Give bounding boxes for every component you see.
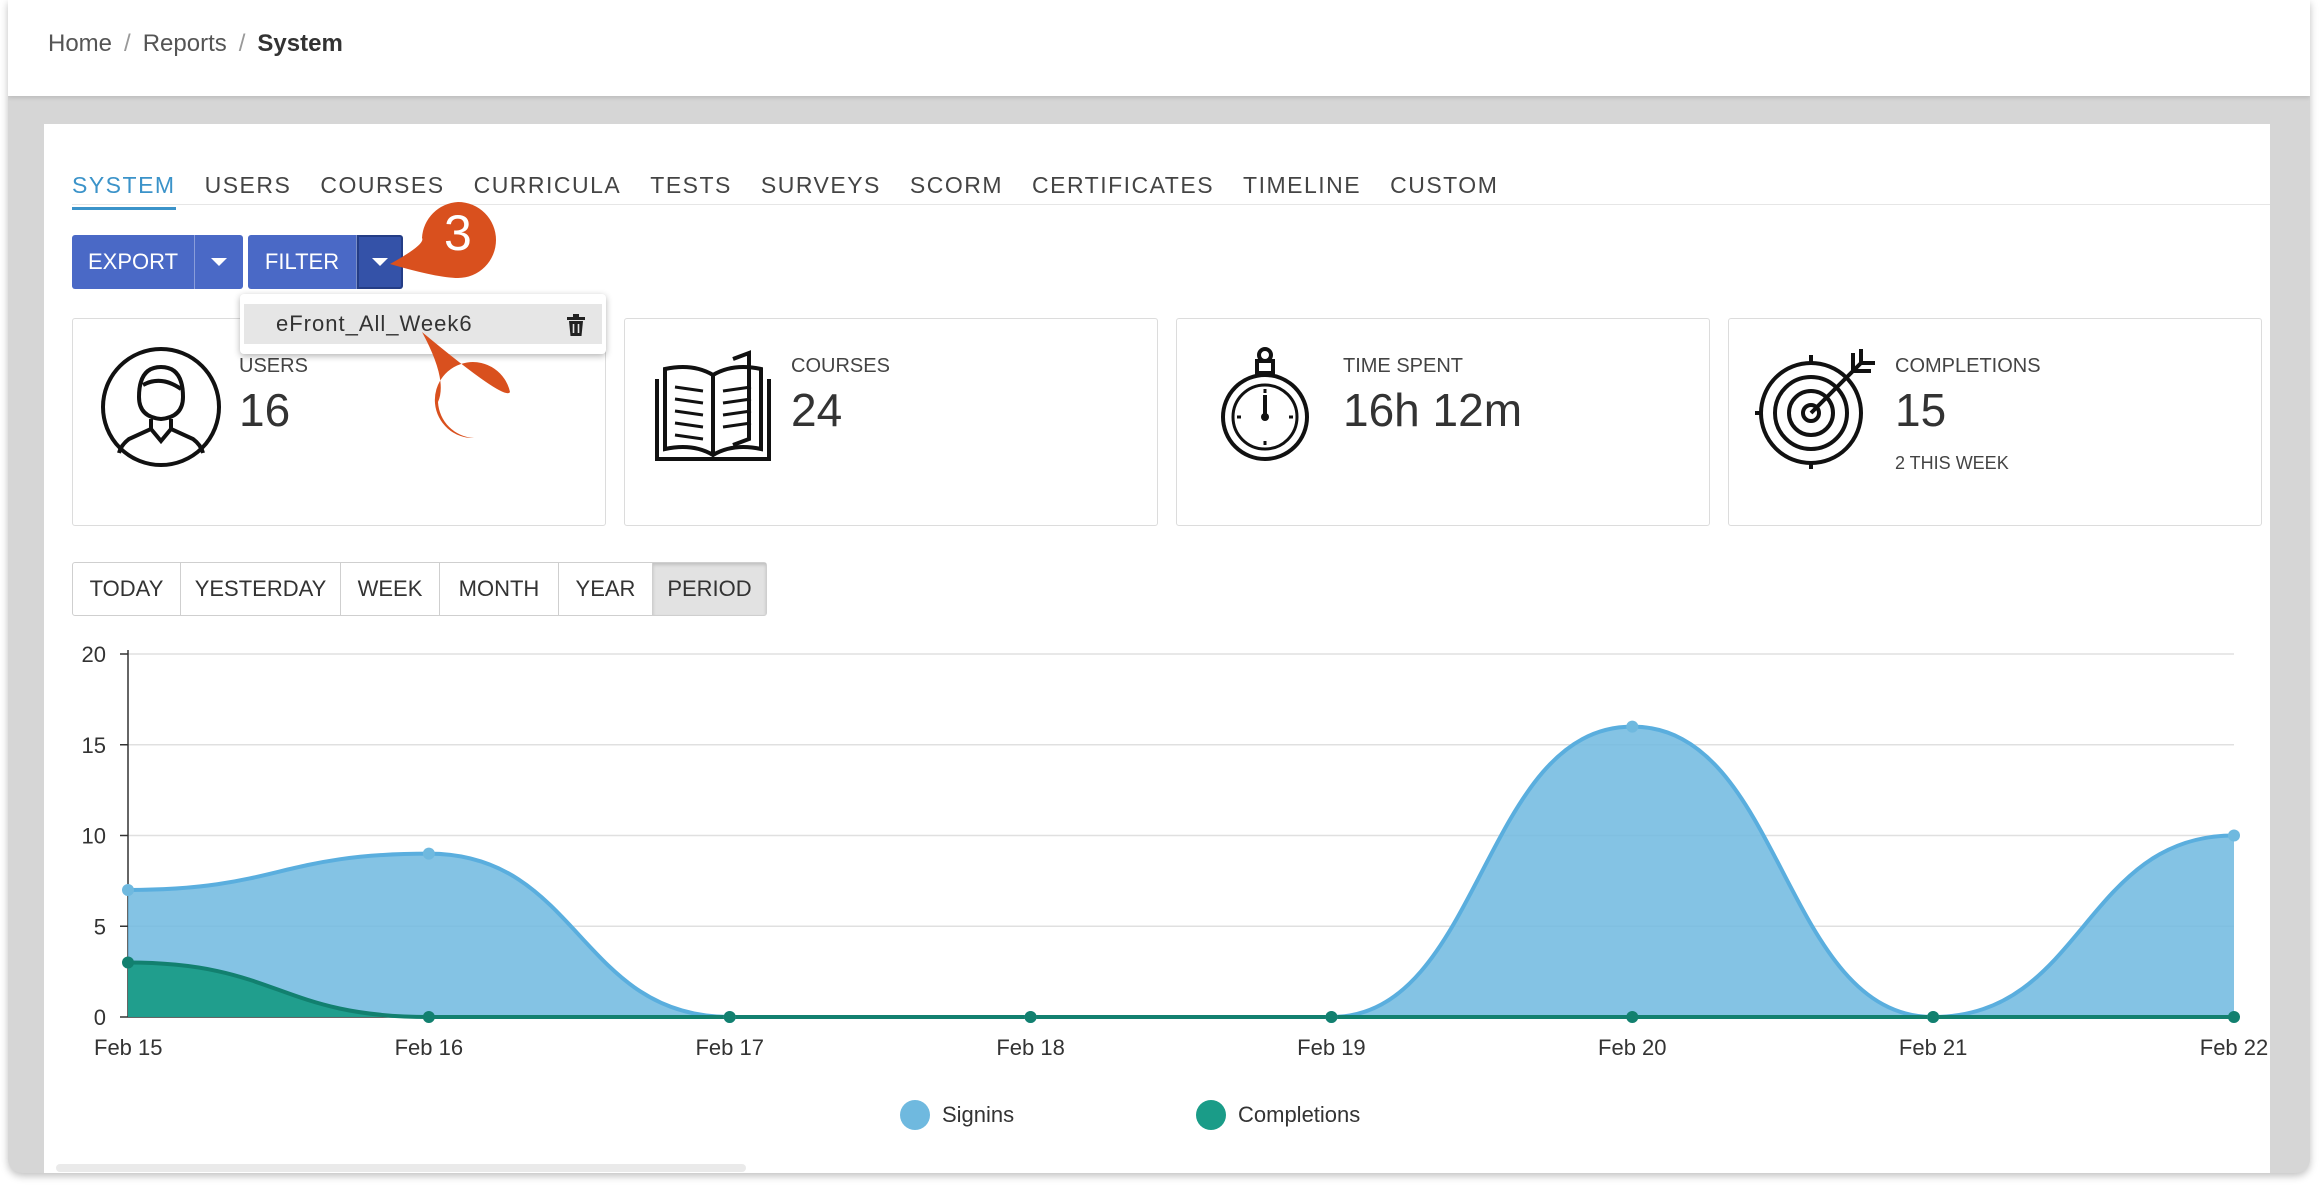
tab-custom[interactable]: CUSTOM: [1390, 172, 1499, 198]
breadcrumb: Home / Reports / System: [48, 30, 343, 58]
stat-value: 24: [791, 384, 843, 436]
open-book-icon: [655, 350, 771, 461]
x-tick-label: Feb 22: [2200, 1035, 2269, 1060]
data-point-completions: [1325, 1011, 1338, 1023]
stat-value: 16h 12m: [1343, 384, 1523, 436]
data-point-signins: [122, 883, 134, 896]
data-point-completions: [2228, 1011, 2240, 1023]
activity-chart: 0 5 10 15 20 Feb 15 Feb 16 Feb 17 Feb 18 Feb 19 Fe…: [82, 642, 2269, 1060]
tab-timeline[interactable]: TIMELINE: [1243, 172, 1362, 198]
period-yesterday-button[interactable]: YESTERDAY: [181, 563, 341, 615]
data-point-signins: [1626, 720, 1639, 733]
breadcrumb-reports[interactable]: Reports: [142, 30, 227, 57]
callout-number: 4: [458, 371, 486, 427]
data-point-completions: [422, 1011, 435, 1023]
x-tick-label: Feb 21: [1899, 1035, 1968, 1060]
export-button-group: EXPORT: [72, 235, 243, 289]
x-tick-label: Feb 19: [1297, 1035, 1366, 1060]
series-area-completions: [128, 962, 2234, 1017]
tab-system[interactable]: SYSTEM: [72, 172, 176, 210]
report-panel: SYSTEM USERS COURSES CURRICULA TESTS SUR…: [44, 124, 2270, 1173]
x-tick-label: Feb 17: [695, 1035, 764, 1060]
breadcrumb-separator: /: [238, 30, 246, 57]
tab-scorm[interactable]: SCORM: [909, 172, 1004, 198]
stat-label: COURSES: [791, 355, 890, 377]
period-selector: TODAY YESTERDAY WEEK MONTH YEAR PERIOD: [72, 562, 767, 616]
tab-courses[interactable]: COURSES: [320, 172, 445, 198]
x-tick-label: Feb 20: [1598, 1035, 1667, 1060]
stat-value: 16: [239, 384, 291, 436]
horizontal-scrollbar[interactable]: [56, 1164, 746, 1172]
filter-dropdown-menu: eFront_All_Week6: [240, 294, 606, 354]
chevron-down-icon: [372, 258, 388, 266]
period-month-button[interactable]: MONTH: [440, 563, 559, 615]
series-line-completions: [127, 960, 2234, 1020]
filter-dropdown-toggle[interactable]: [356, 235, 403, 289]
data-point-signins: [2228, 829, 2240, 842]
x-tick-label: Feb 18: [996, 1035, 1065, 1060]
stat-card-time-spent: TIME SPENT 16h 12m: [1176, 318, 1710, 526]
y-tick-label: 5: [94, 914, 106, 939]
y-tick-label: 0: [94, 1005, 106, 1030]
tab-users[interactable]: USERS: [204, 172, 292, 198]
y-tick-label: 15: [82, 733, 106, 758]
stat-value: 15: [1895, 384, 1947, 436]
user-icon: [101, 347, 221, 467]
tab-curricula[interactable]: CURRICULA: [473, 172, 622, 198]
y-tick-label: 20: [82, 642, 106, 667]
app-window: Home / Reports / System SYSTEM USERS COU…: [8, 0, 2310, 1173]
tab-tests[interactable]: TESTS: [650, 172, 732, 198]
stat-card-courses: COURSES 24: [624, 318, 1158, 526]
period-year-button[interactable]: YEAR: [559, 563, 653, 615]
callout-marker: [390, 202, 496, 278]
stat-label: USERS: [239, 355, 308, 377]
report-tabs: SYSTEM USERS COURSES CURRICULA TESTS SUR…: [72, 172, 1527, 210]
breadcrumb-current: System: [257, 30, 343, 57]
stat-label: TIME SPENT: [1343, 355, 1464, 377]
legend-label: Completions: [1238, 1102, 1361, 1127]
data-point-completions: [1927, 1011, 1940, 1023]
legend-signins[interactable]: Signins: [900, 1100, 1014, 1130]
top-bar: Home / Reports / System: [8, 0, 2310, 96]
data-point-completions: [723, 1011, 736, 1023]
stat-card-completions: COMPLETIONS 15 2 THIS WEEK: [1728, 318, 2262, 526]
tab-certificates[interactable]: CERTIFICATES: [1032, 172, 1215, 198]
callout-marker: [422, 332, 510, 439]
export-button[interactable]: EXPORT: [72, 235, 194, 289]
tab-divider: [72, 204, 2270, 205]
trash-icon[interactable]: [566, 314, 586, 336]
legend-swatch: [900, 1100, 930, 1130]
stat-subtext: 2 THIS WEEK: [1895, 453, 2009, 473]
export-dropdown-toggle[interactable]: [194, 235, 243, 289]
saved-filter-item[interactable]: eFront_All_Week6: [244, 304, 602, 344]
x-tick-label: Feb 16: [395, 1035, 464, 1060]
y-tick-label: 10: [82, 824, 106, 849]
breadcrumb-separator: /: [124, 30, 131, 57]
chevron-down-icon: [211, 258, 227, 266]
filter-button-group: FILTER: [248, 235, 403, 289]
data-point-signins: [422, 847, 435, 860]
target-icon: [1755, 349, 1875, 469]
stopwatch-icon: [1221, 347, 1309, 461]
series-area-signins: [128, 726, 2234, 1017]
data-point-completions: [1626, 1011, 1639, 1023]
period-week-button[interactable]: WEEK: [341, 563, 440, 615]
legend-completions[interactable]: Completions: [1196, 1100, 1360, 1130]
filter-button[interactable]: FILTER: [248, 235, 356, 289]
period-today-button[interactable]: TODAY: [73, 563, 181, 615]
period-period-button[interactable]: PERIOD: [653, 563, 766, 615]
stat-label: COMPLETIONS: [1895, 355, 2041, 377]
data-point-completions: [1024, 1011, 1037, 1023]
saved-filter-label: eFront_All_Week6: [276, 311, 473, 336]
legend-label: Signins: [942, 1102, 1015, 1127]
x-tick-label: Feb 15: [94, 1035, 163, 1060]
callout-number: 3: [444, 205, 472, 261]
tab-surveys[interactable]: SURVEYS: [760, 172, 881, 198]
data-point-completions: [122, 956, 134, 969]
legend-swatch: [1196, 1100, 1226, 1130]
breadcrumb-home[interactable]: Home: [48, 30, 113, 57]
